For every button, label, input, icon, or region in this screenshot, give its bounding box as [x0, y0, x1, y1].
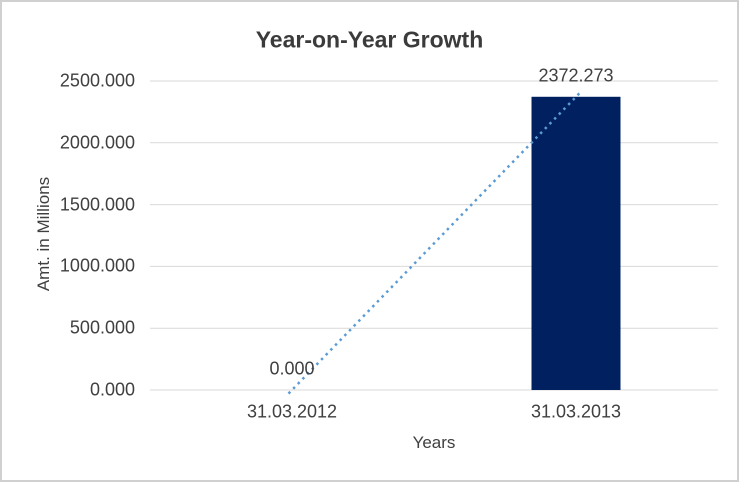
- x-axis-title: Years: [412, 433, 456, 452]
- bar-31.03.2013[interactable]: [531, 96, 621, 391]
- trendline[interactable]: [287, 92, 581, 395]
- chart-title: Year-on-Year Growth: [255, 26, 484, 53]
